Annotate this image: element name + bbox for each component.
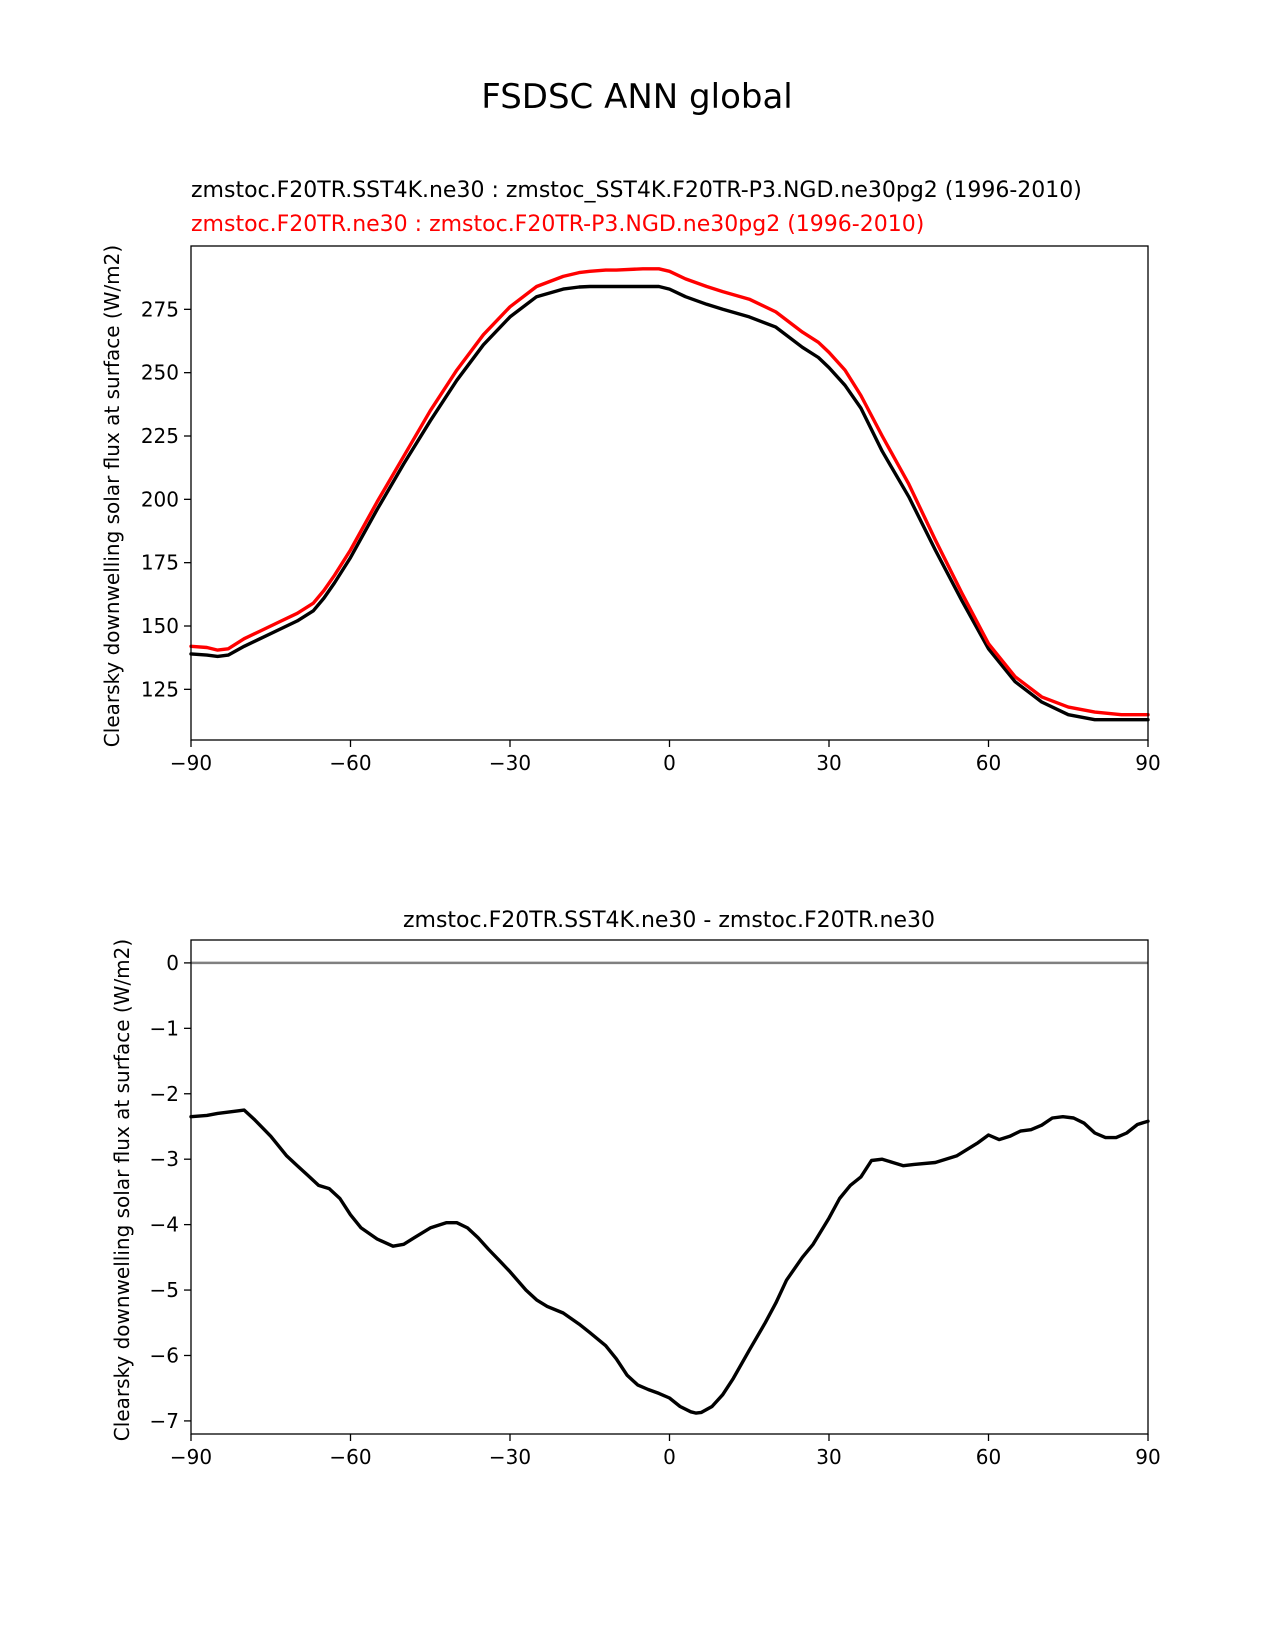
bottom-chart-x-tick-label: 30 [816, 1445, 841, 1469]
bottom-chart-x-tick-label: 0 [663, 1445, 676, 1469]
bottom-chart-y-tick-label: −5 [150, 1278, 179, 1302]
top-chart-y-tick-label: 250 [141, 361, 179, 385]
bottom-chart-y-tick-label: 0 [166, 951, 179, 975]
top-chart-y-tick-label: 125 [141, 677, 179, 701]
bottom-chart-x-tick-label: 60 [976, 1445, 1001, 1469]
bottom-chart: zmstoc.F20TR.SST4K.ne30 - zmstoc.F20TR.n… [110, 908, 1161, 1469]
top-chart-series-test [189, 284, 1150, 722]
top-chart-frame [190, 245, 1149, 741]
top-chart-x-tick-label: −60 [329, 751, 371, 775]
top-chart-lines [189, 267, 1150, 722]
bottom-chart-y-tick-label: −7 [150, 1409, 179, 1433]
bottom-chart-series-difference [189, 1108, 1150, 1415]
bottom-chart-x-tick-label: 90 [1135, 1445, 1160, 1469]
bottom-chart-y-axis-label: Clearsky downwelling solar flux at surfa… [110, 939, 134, 1441]
top-chart-series-reference [189, 267, 1150, 717]
bottom-chart-x-tick-label: −90 [170, 1445, 212, 1469]
top-chart-x-tick-label: 0 [663, 751, 676, 775]
top-chart-x-tick-label: 90 [1135, 751, 1160, 775]
bottom-chart-ticks: −90 −60 −30 0 30 60 90 0 −1 −2 −3 −4 −5 −6 −7 [150, 951, 1161, 1469]
top-chart-x-tick-label: −30 [489, 751, 531, 775]
top-chart: zmstoc.F20TR.SST4K.ne30 : zmstoc_SST4K.F… [100, 178, 1161, 775]
top-chart-y-tick-label: 200 [141, 487, 179, 511]
top-chart-title-test: zmstoc.F20TR.SST4K.ne30 : zmstoc_SST4K.F… [191, 178, 1082, 203]
top-chart-x-tick-label: 60 [976, 751, 1001, 775]
top-chart-y-tick-label: 150 [141, 614, 179, 638]
bottom-chart-x-tick-label: −60 [329, 1445, 371, 1469]
bottom-chart-title: zmstoc.F20TR.SST4K.ne30 - zmstoc.F20TR.n… [403, 908, 935, 933]
bottom-chart-x-tick-label: −30 [489, 1445, 531, 1469]
top-chart-y-axis-label: Clearsky downwelling solar flux at surfa… [100, 245, 124, 747]
bottom-chart-y-tick-label: −4 [150, 1213, 179, 1237]
bottom-chart-y-tick-label: −6 [150, 1343, 179, 1367]
bottom-chart-frame [190, 939, 1149, 1435]
top-chart-x-tick-label: −90 [170, 751, 212, 775]
top-chart-title-reference: zmstoc.F20TR.ne30 : zmstoc.F20TR-P3.NGD.… [191, 212, 924, 237]
top-chart-ticks: −90 −60 −30 0 30 60 90 125 150 175 200 225 250 275 [141, 297, 1161, 775]
top-chart-x-tick-label: 30 [816, 751, 841, 775]
top-chart-y-tick-label: 275 [141, 297, 179, 321]
top-chart-y-tick-label: 225 [141, 424, 179, 448]
bottom-chart-y-tick-label: −1 [150, 1016, 179, 1040]
top-chart-y-tick-label: 175 [141, 551, 179, 575]
bottom-chart-y-tick-label: −2 [150, 1082, 179, 1106]
figure-title: FSDSC ANN global [481, 77, 792, 117]
bottom-chart-y-tick-label: −3 [150, 1147, 179, 1171]
bottom-chart-lines [189, 961, 1150, 1415]
